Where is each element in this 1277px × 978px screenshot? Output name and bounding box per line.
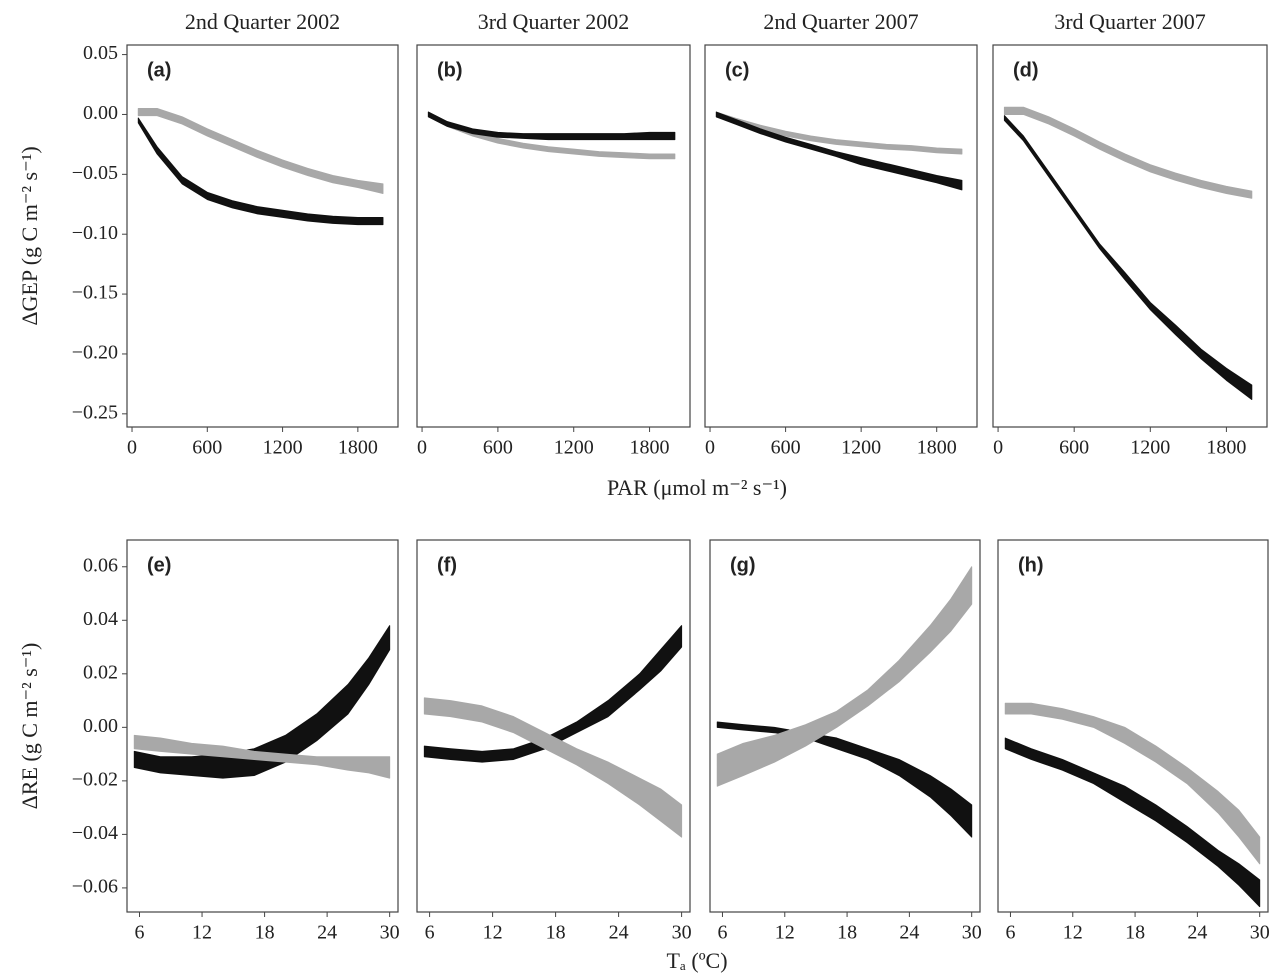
panel-frame (997, 539, 1269, 913)
y-tick-label: −0.25 (72, 401, 118, 423)
confidence-band (715, 111, 963, 191)
x-tick-label: 24 (899, 922, 919, 944)
panel-frame (704, 44, 978, 428)
y-tick-label: 0.00 (83, 715, 118, 737)
x-tick-label: 30 (380, 922, 400, 944)
x-tick-label: 6 (135, 922, 145, 944)
x-tick-label: 12 (1063, 922, 1083, 944)
x-tick-label: 600 (1059, 437, 1089, 459)
panel-title: 3rd Quarter 2002 (478, 9, 630, 34)
panel-frame (126, 44, 399, 428)
x-tick-label: 12 (192, 922, 212, 944)
x-tick-label: 6 (425, 922, 435, 944)
y-tick-label: 0.05 (83, 42, 118, 64)
y-axis-label: ΔRE (g C m⁻² s⁻¹) (17, 643, 42, 810)
panel-label: (e) (147, 554, 171, 576)
confidence-band (427, 111, 676, 160)
x-tick-label: 18 (837, 922, 857, 944)
panel-title: 2nd Quarter 2007 (763, 9, 918, 34)
x-tick-label: 30 (1250, 922, 1270, 944)
panel-label: (c) (725, 59, 749, 81)
panel-label: (f) (437, 554, 457, 576)
y-tick-label: −0.05 (72, 162, 118, 184)
x-tick-label: 0 (127, 437, 137, 459)
confidence-band (133, 734, 391, 779)
y-tick-label: −0.02 (72, 768, 118, 790)
y-tick-label: −0.20 (72, 342, 118, 364)
x-tick-label: 24 (317, 922, 337, 944)
x-tick-label: 0 (705, 437, 715, 459)
y-tick-label: −0.06 (72, 876, 118, 898)
x-tick-label: 18 (255, 922, 275, 944)
confidence-band (137, 117, 384, 226)
x-tick-label: 6 (717, 922, 727, 944)
x-tick-label: 12 (483, 922, 503, 944)
y-axis-label: ΔGEP (g C m⁻² s⁻¹) (17, 146, 42, 325)
x-tick-label: 600 (771, 437, 801, 459)
panel-label: (h) (1018, 554, 1044, 576)
confidence-band (137, 107, 384, 194)
x-tick-label: 24 (1187, 922, 1207, 944)
confidence-band (423, 697, 683, 838)
confidence-band (1004, 737, 1261, 908)
y-tick-label: 0.06 (83, 554, 118, 576)
x-tick-label: 1800 (338, 437, 378, 459)
confidence-band (716, 566, 973, 787)
x-axis-label: PAR (μmol m⁻² s⁻¹) (607, 475, 787, 500)
panel-frame (126, 539, 399, 913)
y-tick-label: 0.04 (83, 608, 118, 630)
x-tick-label: 1800 (1206, 437, 1246, 459)
panel-frame (992, 44, 1268, 428)
x-tick-label: 18 (546, 922, 566, 944)
panel-frame (416, 539, 691, 913)
confidence-band (423, 625, 683, 763)
panel-label: (d) (1013, 59, 1039, 81)
x-tick-label: 24 (609, 922, 629, 944)
confidence-band (1003, 106, 1253, 199)
x-tick-label: 600 (483, 437, 513, 459)
x-tick-label: 0 (417, 437, 427, 459)
y-tick-label: 0.02 (83, 661, 118, 683)
x-tick-label: 6 (1005, 922, 1015, 944)
x-tick-label: 1200 (1130, 437, 1170, 459)
confidence-band (1003, 115, 1253, 400)
panel-title: 3rd Quarter 2007 (1054, 9, 1206, 34)
panel-label: (a) (147, 59, 171, 81)
y-tick-label: −0.04 (72, 822, 118, 844)
x-tick-label: 1200 (554, 437, 594, 459)
x-tick-label: 0 (993, 437, 1003, 459)
x-tick-label: 12 (775, 922, 795, 944)
x-tick-label: 30 (962, 922, 982, 944)
x-tick-label: 1200 (263, 437, 303, 459)
x-axis-label: Tₐ (ºC) (666, 948, 727, 973)
panel-title: 2nd Quarter 2002 (185, 9, 340, 34)
x-tick-label: 1800 (630, 437, 670, 459)
y-tick-label: −0.10 (72, 222, 118, 244)
y-tick-label: −0.15 (72, 282, 118, 304)
confidence-band (1004, 702, 1261, 865)
panel-label: (g) (730, 554, 756, 576)
x-tick-label: 600 (192, 437, 222, 459)
panel-frame (416, 44, 691, 428)
x-tick-label: 1200 (841, 437, 881, 459)
confidence-band (427, 111, 676, 141)
y-tick-label: 0.00 (83, 102, 118, 124)
x-tick-label: 18 (1125, 922, 1145, 944)
x-tick-label: 1800 (917, 437, 957, 459)
x-tick-label: 30 (672, 922, 692, 944)
panel-label: (b) (437, 59, 463, 81)
